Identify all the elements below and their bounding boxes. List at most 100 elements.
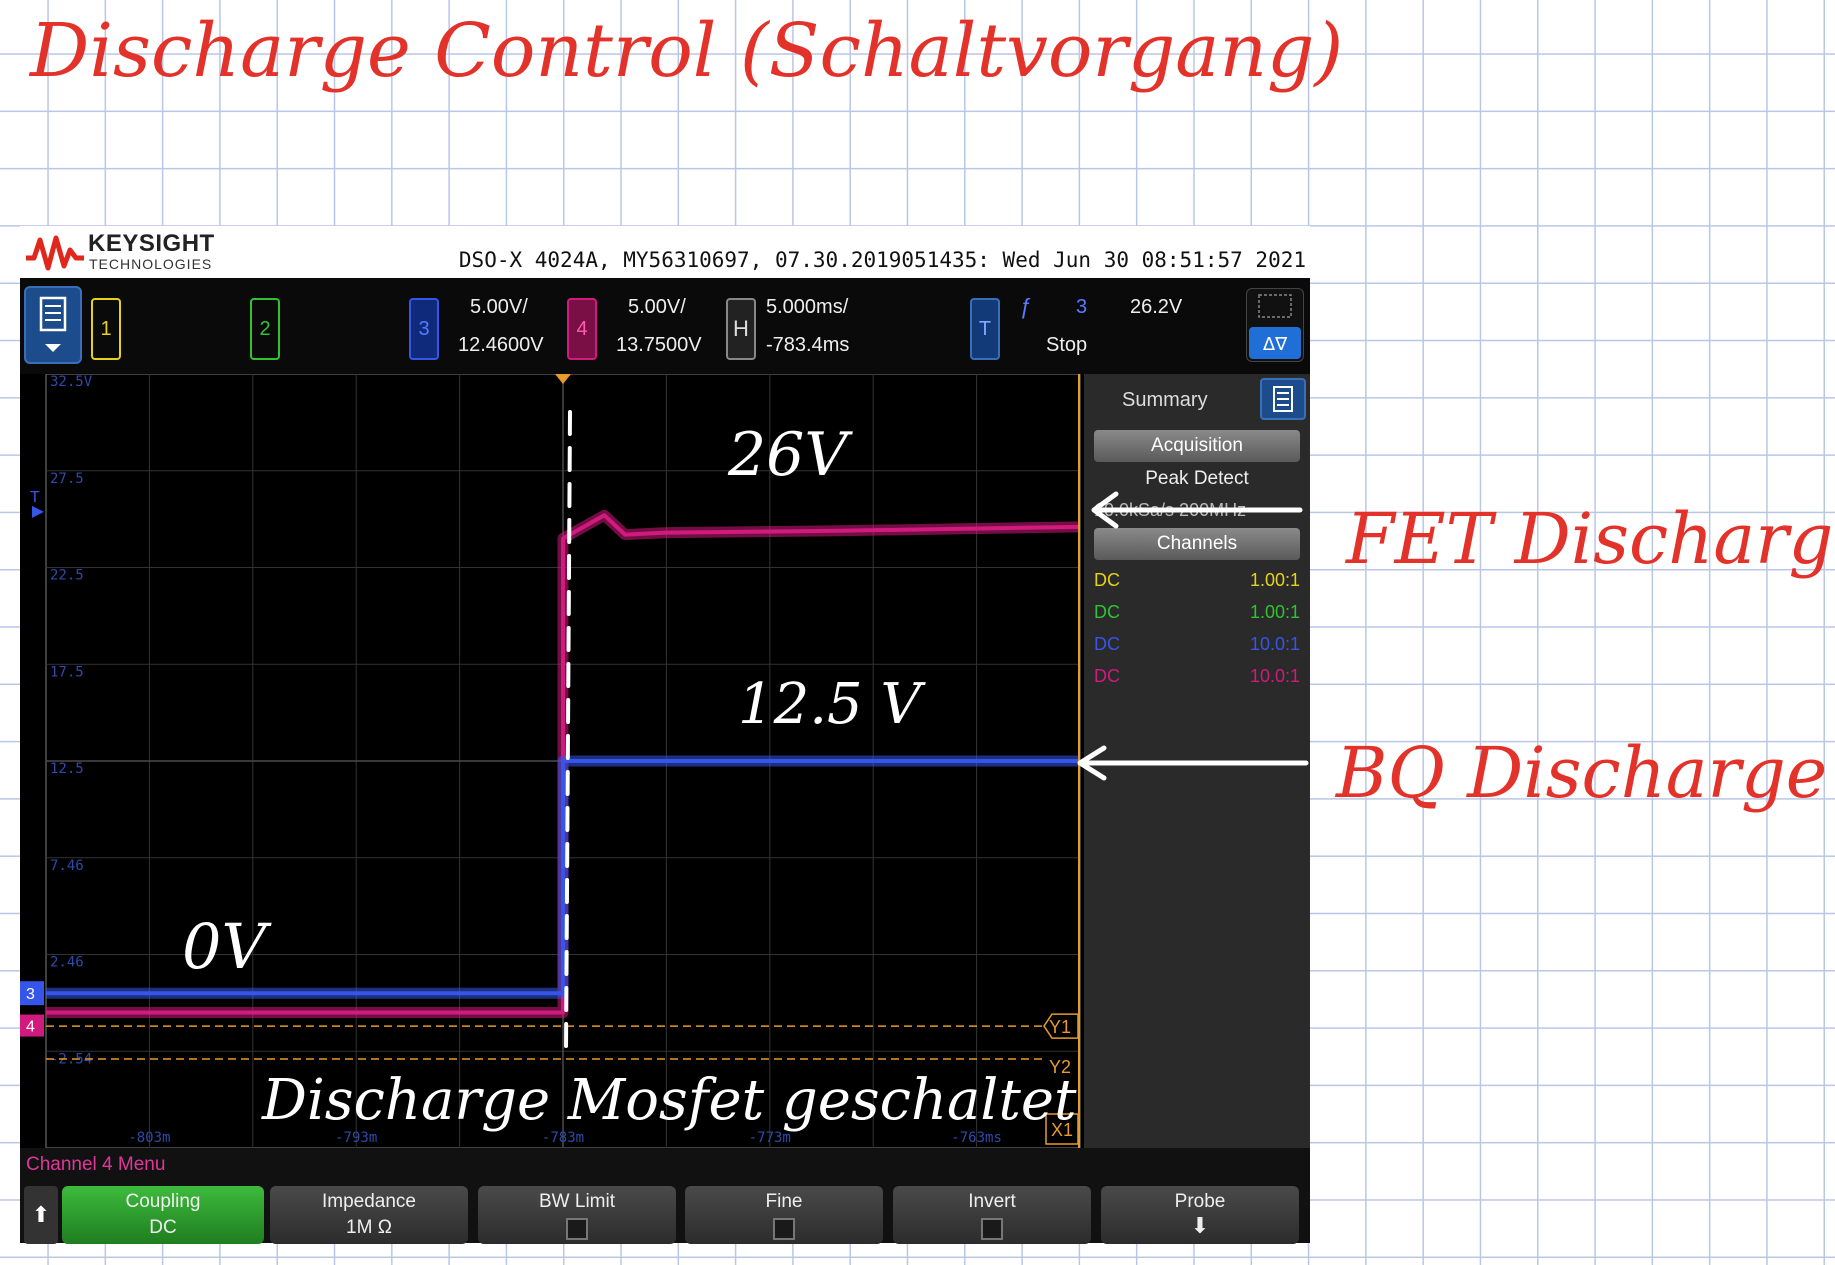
trigger-level-label: T [30, 489, 40, 506]
label-12-5v: 12.5 V [738, 672, 921, 737]
horizontal-button[interactable]: H [726, 298, 756, 360]
invert-softkey[interactable]: Invert [893, 1186, 1091, 1244]
scope-info: DSO-X 4024A, MY56310697, 07.30.201905143… [458, 248, 1306, 272]
brand-sub: TECHNOLOGIES [89, 256, 213, 272]
waveform-display[interactable]: 32.5V 27.5 22.5 17.5 12.5 7.46 2.46 -2.54 -803m -… [20, 373, 1082, 1149]
cursor-icon: Δ∇ [1249, 294, 1301, 359]
traces [46, 509, 1081, 1019]
acquisition-button[interactable]: Acquisition [1094, 430, 1300, 462]
switch-note: Discharge Mosfet geschaltet [262, 1068, 1077, 1133]
voltage-tick-label: 32.5V [50, 374, 93, 390]
trigger-position-marker [555, 374, 571, 384]
ch4-ground-marker [20, 1014, 44, 1037]
channel-summary-row: DC 10.0:1 [1094, 634, 1300, 662]
cursor-button[interactable]: Δ∇ [1246, 288, 1304, 362]
channel-summary-row: DC 10.0:1 [1094, 666, 1300, 694]
probe-softkey[interactable]: Probe ⬇ [1101, 1186, 1299, 1244]
invert-checkbox[interactable] [981, 1218, 1003, 1240]
scope-header: KEYSIGHT TECHNOLOGIES DSO-X 4024A, MY563… [20, 226, 1310, 278]
row-coupling: DC [1094, 634, 1120, 654]
acquisition-mode: Peak Detect [1145, 468, 1249, 489]
row-probe: 10.0:1 [1249, 666, 1300, 686]
scope-topbar: 1 2 3 5.00V/ 12.4600V 4 5.00V/ 13.7500V … [20, 278, 1310, 374]
fet-discharge-label: FET Discharge [1346, 498, 1835, 580]
voltage-tick-label: 2.46 [50, 955, 84, 971]
channel-summary-row: DC 1.00:1 [1094, 570, 1300, 598]
label-26v: 26V [728, 420, 848, 490]
impedance-value: 1M Ω [346, 1217, 392, 1238]
ch3-ground-marker [20, 981, 44, 1006]
time-tick-label: -763ms [951, 1130, 1002, 1146]
up-arrow-icon: ⬆ [31, 1202, 51, 1227]
summary-panel: Summary Acquisition Peak Detect 10.0kSa/… [1084, 374, 1310, 1148]
trigger-level: 26.2V [1130, 296, 1183, 318]
channel-4-button[interactable]: 4 [567, 298, 597, 360]
oscilloscope-screenshot: KEYSIGHT TECHNOLOGIES DSO-X 4024A, MY563… [20, 226, 1310, 1244]
row-probe: 1.00:1 [1249, 570, 1300, 590]
channel-summary-row: DC 1.00:1 [1094, 602, 1300, 630]
cursor-x1-label: X1 [1051, 1120, 1073, 1140]
label-0v: 0V [182, 910, 267, 983]
time-tick-label: -773m [749, 1130, 791, 1146]
bw-limit-checkbox[interactable] [566, 1218, 588, 1240]
fine-label: Fine [765, 1191, 803, 1212]
ch3-scale: 5.00V/ [470, 296, 528, 318]
main-menu-button[interactable] [24, 286, 82, 364]
back-button[interactable]: ⬆ [24, 1186, 58, 1244]
channel-2-button[interactable]: 2 [250, 298, 280, 360]
cursor-y1-tag [1043, 1013, 1079, 1039]
list-icon [1273, 386, 1293, 412]
trigger-button[interactable]: T [970, 298, 1000, 360]
fine-softkey[interactable]: Fine [685, 1186, 883, 1244]
probe-label: Probe [1174, 1191, 1226, 1212]
cursor-x1-tag [1045, 1113, 1079, 1145]
keysight-logo-icon [26, 235, 84, 271]
trigger-source: 3 [1076, 296, 1088, 318]
summary-menu-button[interactable] [1260, 378, 1306, 420]
fine-checkbox[interactable] [773, 1218, 795, 1240]
menu-title: Channel 4 Menu [26, 1154, 166, 1175]
time-scale: 5.000ms/ [766, 296, 849, 318]
impedance-softkey[interactable]: Impedance 1M Ω [270, 1186, 468, 1244]
voltage-tick-label: -2.54 [50, 1051, 92, 1067]
voltage-tick-label: 12.5 [50, 761, 84, 777]
ch4-offset: 13.7500V [616, 334, 702, 356]
invert-label: Invert [968, 1191, 1016, 1212]
coupling-label: Coupling [125, 1191, 201, 1212]
markers: Y1 Y2 X1 3 4 T [20, 374, 1080, 1148]
row-coupling: DC [1094, 602, 1120, 622]
brand-name: KEYSIGHT [88, 230, 215, 257]
trigger-level-marker [32, 505, 44, 518]
voltage-tick-label: 27.5 [50, 471, 84, 487]
trace-2 [46, 759, 1080, 996]
voltage-tick-label: 7.46 [50, 858, 84, 874]
menu-icon [39, 296, 67, 352]
coupling-softkey[interactable]: Coupling DC [62, 1186, 264, 1244]
row-coupling: DC [1094, 570, 1120, 590]
bw-limit-softkey[interactable]: BW Limit [478, 1186, 676, 1244]
row-probe: 1.00:1 [1249, 602, 1300, 622]
sample-rate: 10.0kSa/s 200MHz [1094, 500, 1247, 520]
ch4-scale: 5.00V/ [628, 296, 686, 318]
time-position: -783.4ms [766, 334, 850, 356]
grid-labels: 32.5V 27.5 22.5 17.5 12.5 7.46 2.46 -2.54 -803m -… [50, 374, 1002, 1146]
time-tick-label: -793m [335, 1130, 377, 1146]
ch3-ground-label: 3 [26, 986, 35, 1003]
summary-title: Summary [1122, 389, 1208, 411]
cursor-y1-label: Y1 [1049, 1017, 1071, 1037]
bw-limit-label: BW Limit [539, 1191, 615, 1212]
coupling-value: DC [149, 1217, 177, 1238]
voltage-tick-label: 17.5 [50, 664, 84, 680]
time-tick-label: -783m [542, 1130, 584, 1146]
channels-button[interactable]: Channels [1094, 528, 1300, 560]
bq-discharge-label: BQ Discharge [1336, 732, 1828, 814]
voltage-tick-label: 22.5 [50, 568, 84, 584]
cursor-y2-label: Y2 [1049, 1057, 1071, 1077]
ch4-ground-label: 4 [26, 1019, 35, 1036]
channel-3-button[interactable]: 3 [409, 298, 439, 360]
page-title: Discharge Control (Schaltvorgang) [30, 8, 1344, 94]
down-arrow-icon: ⬇ [1190, 1213, 1210, 1238]
trigger-edge-icon: ƒ [1020, 294, 1033, 319]
channel-1-button[interactable]: 1 [91, 298, 121, 360]
waveform-plot: 32.5V 27.5 22.5 17.5 12.5 7.46 2.46 -2.54 -803m -… [20, 373, 1081, 1149]
